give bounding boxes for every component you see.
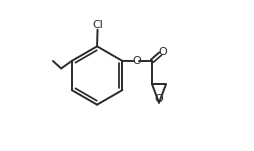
- Text: O: O: [158, 47, 167, 57]
- Text: Cl: Cl: [92, 20, 103, 30]
- Text: O: O: [155, 94, 163, 104]
- Text: O: O: [132, 56, 141, 66]
